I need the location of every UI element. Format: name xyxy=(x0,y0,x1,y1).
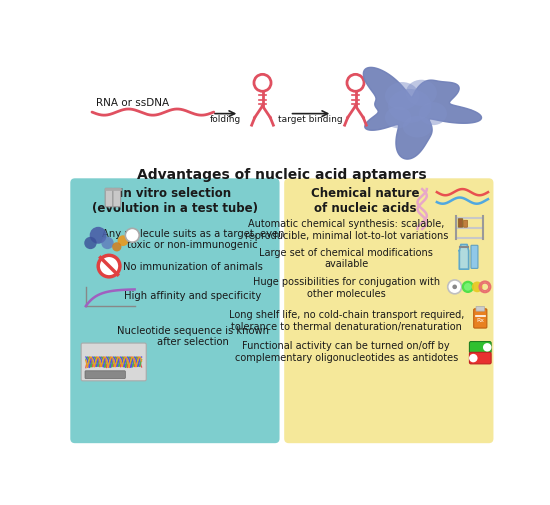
Circle shape xyxy=(472,282,482,293)
Polygon shape xyxy=(459,245,469,270)
FancyBboxPatch shape xyxy=(81,343,146,381)
Text: RNA or ssDNA: RNA or ssDNA xyxy=(96,98,169,108)
FancyBboxPatch shape xyxy=(105,189,113,208)
Text: Large set of chemical modifications
available: Large set of chemical modifications avai… xyxy=(259,247,433,269)
Text: In vitro selection
(evolution in a test tube): In vitro selection (evolution in a test … xyxy=(92,186,258,215)
Ellipse shape xyxy=(403,117,432,138)
Text: Rx: Rx xyxy=(476,317,485,322)
Circle shape xyxy=(452,285,457,289)
FancyBboxPatch shape xyxy=(476,307,485,312)
Text: Advantages of nucleic acid aptamers: Advantages of nucleic acid aptamers xyxy=(137,167,427,181)
Ellipse shape xyxy=(385,108,411,129)
Text: Long shelf life, no cold-chain transport required,
tolerance to thermal denatura: Long shelf life, no cold-chain transport… xyxy=(228,310,464,331)
Circle shape xyxy=(112,243,122,252)
Text: target binding: target binding xyxy=(278,115,343,124)
Text: Functional activity can be turned on/off by
complementary oligonucleotides as an: Functional activity can be turned on/off… xyxy=(234,340,458,362)
Text: folding: folding xyxy=(210,115,241,124)
Text: No immunization of animals: No immunization of animals xyxy=(123,262,263,272)
FancyBboxPatch shape xyxy=(85,371,125,379)
FancyBboxPatch shape xyxy=(70,179,279,443)
FancyBboxPatch shape xyxy=(113,189,120,208)
Ellipse shape xyxy=(385,83,419,111)
Circle shape xyxy=(98,256,120,277)
Circle shape xyxy=(118,236,129,246)
Circle shape xyxy=(84,237,97,249)
Text: High affinity and specificity: High affinity and specificity xyxy=(124,290,261,300)
Circle shape xyxy=(464,283,472,291)
FancyBboxPatch shape xyxy=(470,352,491,364)
Polygon shape xyxy=(364,68,481,160)
Circle shape xyxy=(125,229,139,243)
Ellipse shape xyxy=(406,81,437,107)
Circle shape xyxy=(448,280,461,294)
Text: Huge possibilities for conjugation with
other molecules: Huge possibilities for conjugation with … xyxy=(252,277,440,298)
Circle shape xyxy=(461,281,474,293)
FancyBboxPatch shape xyxy=(470,342,491,354)
Text: Any molecule suits as a target, even
toxic or non-immunogenic: Any molecule suits as a target, even tox… xyxy=(102,228,284,249)
Ellipse shape xyxy=(419,103,447,126)
FancyBboxPatch shape xyxy=(471,246,478,269)
Circle shape xyxy=(483,343,492,352)
Circle shape xyxy=(90,227,107,244)
Text: Chemical nature
of nucleic acids: Chemical nature of nucleic acids xyxy=(311,186,420,215)
FancyBboxPatch shape xyxy=(458,219,463,228)
FancyBboxPatch shape xyxy=(464,221,468,228)
Ellipse shape xyxy=(103,263,114,270)
Circle shape xyxy=(101,237,114,249)
Text: Automatic chemical synthesis: scalable,
reproducible, minimal lot-to-lot variati: Automatic chemical synthesis: scalable, … xyxy=(245,219,448,240)
FancyBboxPatch shape xyxy=(474,309,487,328)
Ellipse shape xyxy=(388,90,431,124)
Text: Nucleotide sequence is known
after selection: Nucleotide sequence is known after selec… xyxy=(117,325,269,346)
FancyBboxPatch shape xyxy=(284,179,493,443)
Circle shape xyxy=(469,354,477,363)
